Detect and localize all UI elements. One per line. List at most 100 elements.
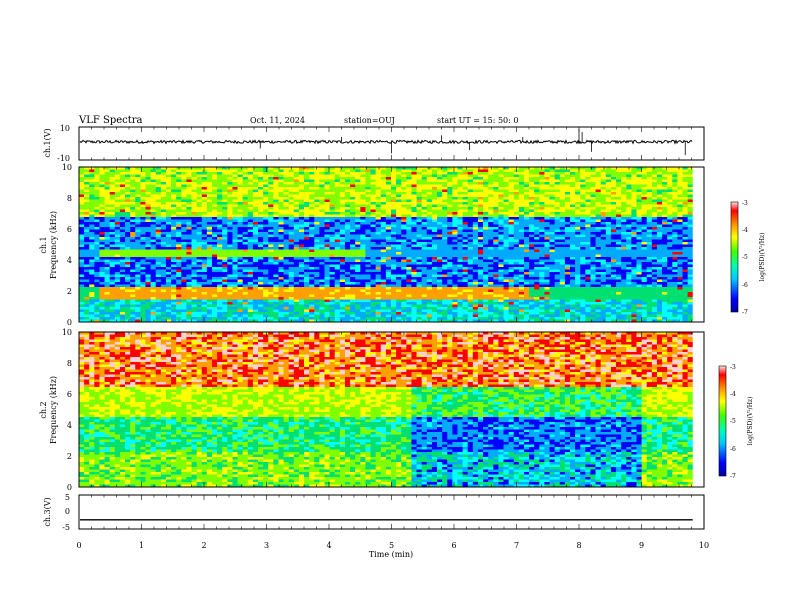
- spectrogram-cell: [529, 192, 535, 195]
- spectrogram-cell: [631, 234, 637, 238]
- spectrogram-cell: [201, 257, 208, 260]
- spectrogram-cell: [503, 179, 510, 183]
- spectrogram-cell: [498, 264, 504, 268]
- spectrogram-cell: [539, 169, 545, 173]
- spectrogram-cell: [329, 182, 336, 185]
- spectrogram-cell: [677, 239, 683, 243]
- spectrogram-cell: [380, 259, 387, 263]
- spectrogram-cell: [298, 194, 305, 198]
- spectrogram-cell: [580, 209, 586, 213]
- spectrogram-cell: [529, 182, 535, 185]
- spectrogram-cell: [401, 217, 407, 220]
- spectrogram-cell: [672, 217, 678, 220]
- spectrogram-cell: [350, 254, 356, 258]
- spectrogram-cell: [140, 219, 146, 223]
- spectrogram-cell: [437, 244, 443, 248]
- spectrogram-cell: [631, 209, 637, 213]
- spectrogram-cell: [155, 259, 162, 263]
- spectrogram-cell: [651, 187, 658, 190]
- spectrogram-cell: [452, 192, 458, 195]
- spectrogram-cell: [252, 182, 259, 185]
- spectrogram-cell: [191, 264, 198, 268]
- spectrogram-cell: [616, 174, 622, 178]
- spectrogram-cell: [186, 192, 192, 195]
- spectrogram-cell: [662, 249, 668, 253]
- spectrogram-cell: [488, 204, 494, 208]
- spectrogram-cell: [319, 214, 325, 218]
- spectrogram-cell: [641, 259, 648, 263]
- spectrogram-cell: [119, 222, 126, 225]
- spectrogram-cell: [636, 232, 642, 235]
- spectrogram-cell: [385, 242, 392, 245]
- spectrogram-cell: [539, 192, 545, 195]
- spectrogram-cell: [656, 237, 663, 240]
- spectrogram-cell: [396, 259, 402, 263]
- spectrogram-cell: [380, 247, 387, 250]
- spectrogram-cell: [104, 254, 111, 258]
- spectrogram-cell: [483, 169, 489, 173]
- spectrogram-cell: [442, 244, 448, 248]
- spectrogram-cell: [222, 189, 228, 193]
- spectrogram-cell: [273, 179, 279, 183]
- spectrogram-cell: [539, 214, 545, 218]
- spectrogram-cell: [462, 167, 469, 170]
- spectrogram-cell: [196, 212, 203, 215]
- spectrogram-cell: [564, 202, 571, 205]
- spectrogram-cell: [462, 199, 469, 203]
- spectrogram-cell: [84, 262, 90, 265]
- spectrogram-cell: [293, 179, 300, 183]
- spectrogram-cell: [523, 224, 530, 228]
- spectrogram-cell: [160, 184, 167, 188]
- spectrogram-cell: [457, 217, 463, 220]
- spectrogram-cell: [309, 224, 315, 228]
- spectrogram-cell: [227, 267, 233, 270]
- spectrogram-cell: [155, 267, 162, 270]
- spectrogram-cell: [452, 174, 458, 178]
- spectrogram-cell: [462, 214, 469, 218]
- spectrogram-cell: [375, 212, 382, 215]
- spectrogram-cell: [89, 204, 95, 208]
- spectrogram-cell: [268, 172, 274, 175]
- spectrogram-cell: [559, 242, 566, 245]
- spectrogram-cell: [646, 177, 653, 180]
- spectrogram-cell: [232, 177, 238, 180]
- spectrogram-cell: [314, 237, 320, 240]
- spectrogram-cell: [575, 234, 581, 238]
- spectrogram-cell: [636, 169, 642, 173]
- spectrogram-cell: [278, 237, 284, 240]
- spectrogram-cell: [498, 184, 504, 188]
- spectrogram-cell: [171, 219, 177, 223]
- spectrogram-cell: [621, 167, 627, 170]
- spectrogram-cell: [401, 194, 407, 198]
- spectrogram-cell: [211, 237, 218, 240]
- spectrogram-cell: [667, 227, 673, 230]
- spectrogram-cell: [334, 189, 341, 193]
- spectrogram-cell: [360, 172, 366, 175]
- spectrogram-cell: [222, 244, 228, 248]
- spectrogram-cell: [595, 247, 602, 250]
- spectrogram-cell: [406, 207, 412, 210]
- spectrogram-cell: [104, 257, 111, 260]
- spectrogram-cell: [437, 189, 443, 193]
- spectrogram-cell: [508, 189, 515, 193]
- spectrogram-cell: [406, 174, 412, 178]
- spectrogram-cell: [631, 182, 637, 185]
- spectrogram-cell: [191, 169, 198, 173]
- spectrogram-cell: [278, 187, 284, 190]
- spectrogram-cell: [672, 189, 678, 193]
- spectrogram-cell: [94, 224, 100, 228]
- spectrogram-cell: [304, 237, 310, 240]
- spectrogram-cell: [140, 222, 146, 225]
- spectrogram-cell: [641, 239, 648, 243]
- spectrogram-cell: [79, 189, 85, 193]
- spectrogram-cell: [452, 169, 458, 173]
- spectrogram-cell: [237, 217, 244, 220]
- spectrogram-cell: [462, 237, 469, 240]
- spectrogram-cell: [258, 259, 264, 263]
- spectrogram-cell: [355, 264, 361, 268]
- spectrogram-cell: [319, 239, 325, 243]
- spectrogram-cell: [375, 209, 382, 213]
- spectrogram-cell: [314, 254, 320, 258]
- spectrogram-cell: [549, 209, 556, 213]
- spectrogram-cell: [355, 247, 361, 250]
